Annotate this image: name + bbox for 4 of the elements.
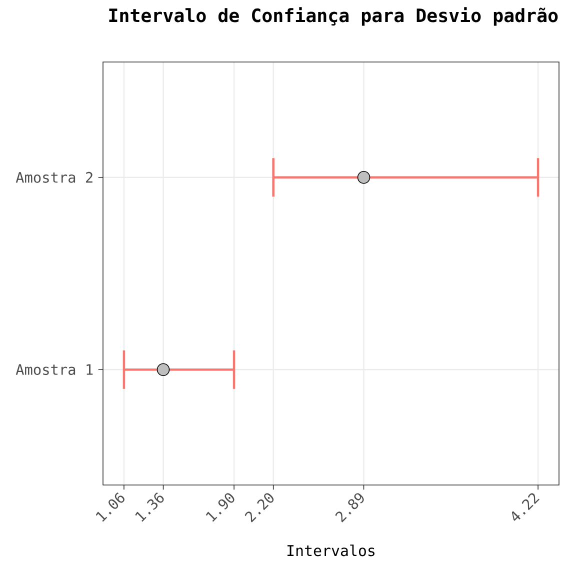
y-tick-label: Amostra 2 [16, 172, 92, 183]
x-axis-title: Intervalos [288, 544, 374, 556]
chart-title: Intervalo de Confiança para Desvio padrão [109, 7, 558, 26]
y-tick-label: Amostra 1 [16, 364, 93, 375]
